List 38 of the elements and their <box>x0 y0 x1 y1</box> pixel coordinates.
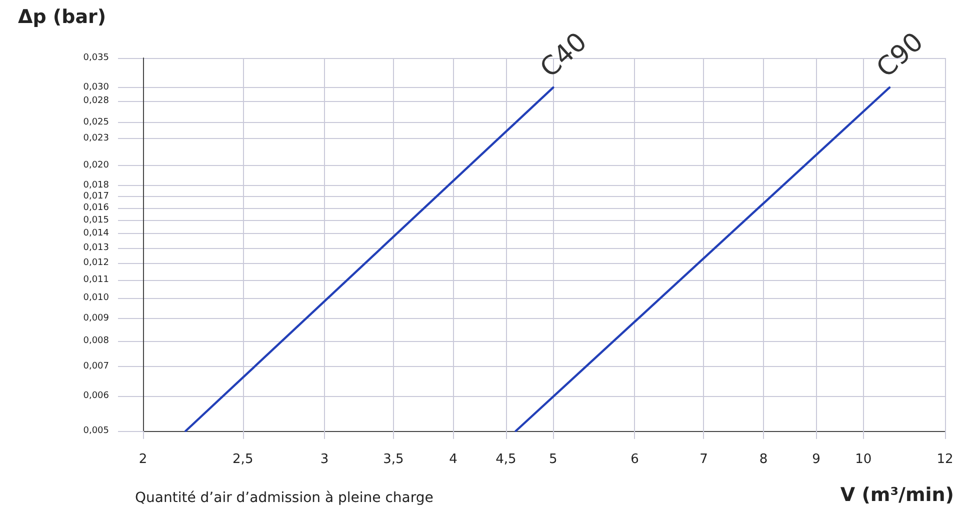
y-tick-label: 0,018 <box>83 180 110 190</box>
y-tick-label: 0,028 <box>83 96 110 106</box>
y-tick-label: 0,011 <box>83 274 109 285</box>
x-tick-label: 9 <box>812 452 820 467</box>
y-tick-label: 0,023 <box>83 133 109 144</box>
x-tick-label: 8 <box>759 452 768 467</box>
y-tick-label: 0,020 <box>83 160 110 170</box>
y-tick-label: 0,008 <box>83 336 110 346</box>
x-tick-label: 10 <box>855 452 872 467</box>
text: C90 <box>871 27 930 84</box>
y-tick-label: 0,010 <box>83 293 110 304</box>
y-tick-label: 0,012 <box>83 258 109 268</box>
y-axis-title: Δp (bar) <box>18 6 106 28</box>
y-tick-label: 0,006 <box>83 391 110 402</box>
y-tick-label: 0,025 <box>83 117 109 128</box>
x-tick-label: 5 <box>548 452 558 467</box>
x-tick-label: 3 <box>320 452 329 467</box>
x-tick-label: 4,5 <box>496 452 516 467</box>
y-tick-label: 0,016 <box>83 203 110 214</box>
text: C40 <box>534 27 594 84</box>
x-tick-label: 6 <box>630 452 639 467</box>
x-tick-label: 2 <box>138 452 148 467</box>
x-tick-label: 3,5 <box>383 452 404 467</box>
y-tick-label: 0,015 <box>83 215 109 226</box>
y-tick-label: 0,035 <box>83 53 109 63</box>
text: Quantité d’air d’admission à pleine charge <box>135 490 434 506</box>
x-tick-label: 4 <box>449 452 458 467</box>
x-tick-label: 12 <box>936 452 954 467</box>
y-tick-label: 0,009 <box>83 313 110 324</box>
x-tick-label: 7 <box>700 452 708 467</box>
y-tick-label: 0,030 <box>83 82 110 93</box>
x-tick-label: 2,5 <box>232 452 254 467</box>
y-tick-label: 0,014 <box>83 228 110 239</box>
y-tick-label: 0,007 <box>83 362 109 372</box>
x-axis-title: V (m³/min) <box>840 484 954 506</box>
y-tick-label: 0,017 <box>83 191 109 202</box>
y-tick-label: 0,005 <box>83 426 109 436</box>
y-tick-label: 0,013 <box>83 242 109 253</box>
